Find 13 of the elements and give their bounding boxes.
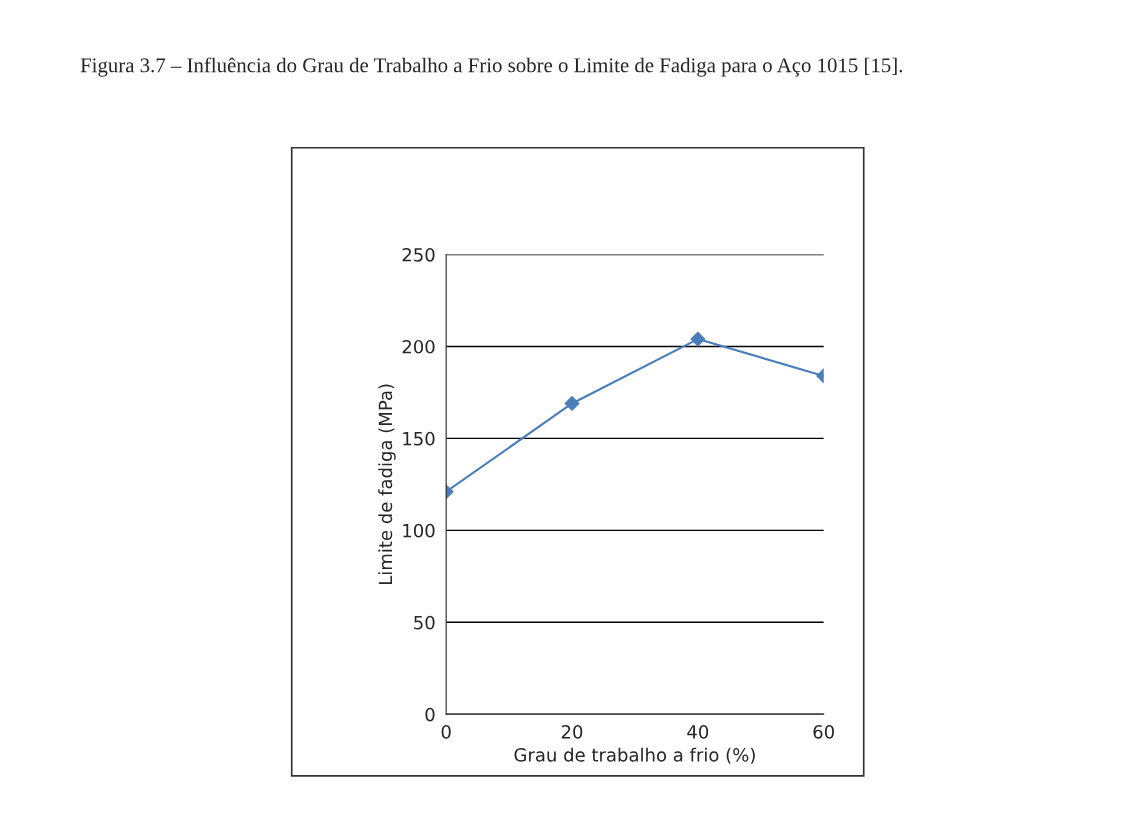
y-axis-title: Limite de fadiga (MPa) <box>378 384 396 585</box>
y-tick-label: 200 <box>402 339 435 354</box>
y-tick-label: 0 <box>425 707 435 722</box>
y-tick-label: 150 <box>403 431 435 446</box>
x-tick-label: 40 <box>687 725 709 739</box>
y-tick-label: 100 <box>403 523 435 538</box>
y-tick-label: 50 <box>414 615 435 630</box>
y-tick-label: 250 <box>402 247 435 262</box>
chart-title: Figura 3.7 – Influência do Grau de Trabalho a Frio sobre o Limite de Fadiga para o Aço 1015 [15]. <box>80 57 903 77</box>
x-tick-label: 20 <box>561 725 583 739</box>
x-tick-label: 0 <box>441 725 451 739</box>
x-tick-label: 60 <box>813 725 834 739</box>
x-axis-title: Grau de trabalho a frio (%) <box>514 747 755 764</box>
